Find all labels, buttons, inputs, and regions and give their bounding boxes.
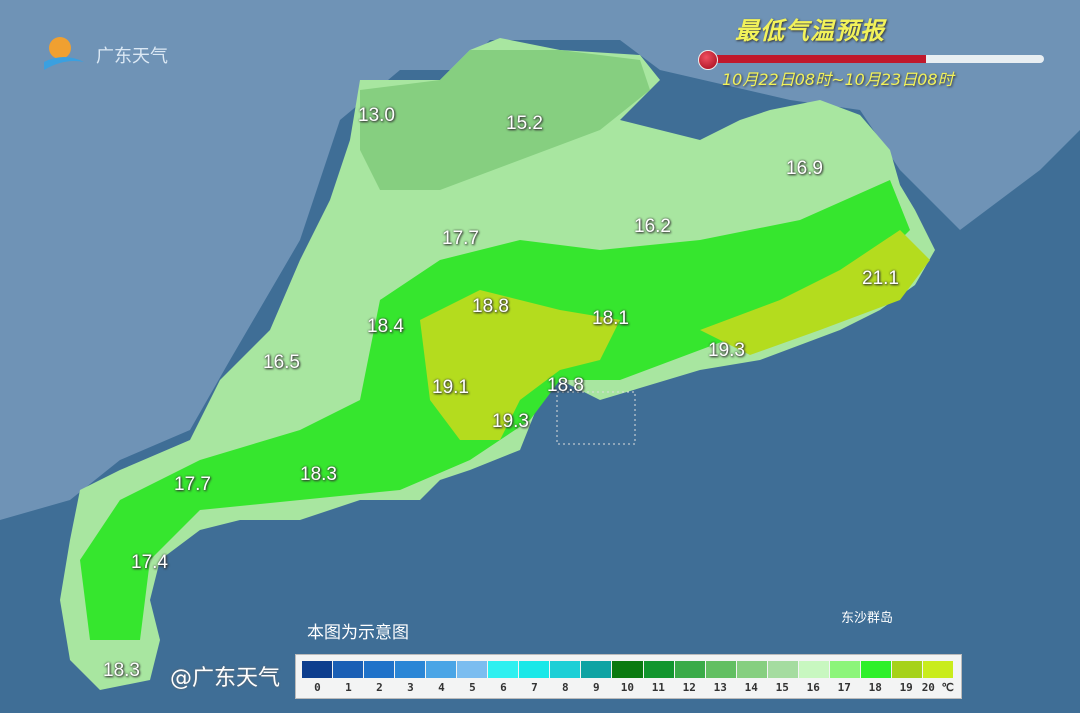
legend-swatch	[302, 661, 333, 678]
temp-label: 16.2	[634, 216, 671, 237]
temp-label: 19.3	[708, 340, 745, 361]
temp-label: 18.4	[367, 316, 404, 337]
island-label: 东沙群岛	[841, 611, 894, 626]
forecast-period: 10月22日08时~10月23日08时	[722, 70, 954, 89]
legend-swatch	[426, 661, 457, 678]
legend-swatch	[643, 661, 674, 678]
legend-swatch	[674, 661, 705, 678]
legend-label: 20 ℃	[921, 681, 954, 694]
legend-label: 9	[593, 681, 600, 694]
legend-label: 17	[837, 681, 851, 694]
temp-label: 17.4	[131, 552, 168, 573]
zone-15	[360, 50, 650, 190]
temp-label: 18.8	[547, 375, 584, 396]
zone-19	[420, 230, 930, 440]
legend-label: 13	[713, 681, 727, 694]
legend-label: 16	[806, 681, 820, 694]
legend-swatch	[333, 661, 364, 678]
map-note: 本图为示意图	[307, 623, 409, 643]
thermometer-graphic	[698, 50, 1046, 70]
legend-label: 6	[500, 681, 507, 694]
legend-swatch	[550, 661, 581, 678]
legend-label: 8	[562, 681, 569, 694]
legend-swatch	[891, 661, 922, 678]
logo: 广东天气	[36, 30, 168, 80]
temp-label: 18.3	[103, 660, 140, 681]
temp-label: 18.1	[592, 308, 629, 329]
legend-swatch	[736, 661, 767, 678]
legend-label: 18	[868, 681, 882, 694]
legend-label: 0	[314, 681, 321, 694]
color-legend: 0 1 2 3 4 5 6 7 8 9 10 11 12 13 14 15 16 17 18 19 20 ℃	[295, 654, 962, 699]
map-title: 最低气温预报	[735, 17, 885, 45]
legend-swatch	[364, 661, 395, 678]
temp-label: 17.7	[442, 228, 479, 249]
legend-label: 5	[469, 681, 476, 694]
temp-label: 15.2	[506, 113, 543, 134]
legend-swatch	[488, 661, 519, 678]
legend-swatch	[457, 661, 488, 678]
legend-swatch	[612, 661, 643, 678]
legend-label: 12	[682, 681, 696, 694]
legend-label: 15	[775, 681, 789, 694]
legend-swatch	[581, 661, 612, 678]
legend-label: 11	[651, 681, 665, 694]
legend-swatch	[922, 661, 953, 678]
legend-label: 14	[744, 681, 758, 694]
temp-label: 21.1	[862, 268, 899, 289]
mainland-outside	[0, 0, 1080, 520]
legend-label: 7	[531, 681, 538, 694]
legend-label: 19	[899, 681, 913, 694]
legend-label: 4	[438, 681, 445, 694]
temp-label: 13.0	[358, 105, 395, 126]
legend-label: 3	[407, 681, 414, 694]
temp-label: 19.1	[432, 377, 469, 398]
legend-swatch	[829, 661, 860, 678]
temp-label: 19.3	[492, 411, 529, 432]
legend-swatch	[705, 661, 736, 678]
logo-text: 广东天气	[96, 46, 168, 67]
temp-label: 17.7	[174, 474, 211, 495]
legend-swatch	[767, 661, 798, 678]
temp-label: 16.9	[786, 158, 823, 179]
legend-swatch	[395, 661, 426, 678]
watermark: @广东天气	[170, 666, 281, 691]
temp-label: 18.3	[300, 464, 337, 485]
temp-label: 18.8	[472, 296, 509, 317]
legend-swatch	[860, 661, 891, 678]
legend-swatch	[519, 661, 550, 678]
temp-label: 16.5	[263, 352, 300, 373]
legend-label: 2	[376, 681, 383, 694]
legend-swatch	[798, 661, 829, 678]
legend-label: 1	[345, 681, 352, 694]
legend-label: 10	[620, 681, 634, 694]
sun-cloud-logo-icon	[44, 37, 84, 70]
